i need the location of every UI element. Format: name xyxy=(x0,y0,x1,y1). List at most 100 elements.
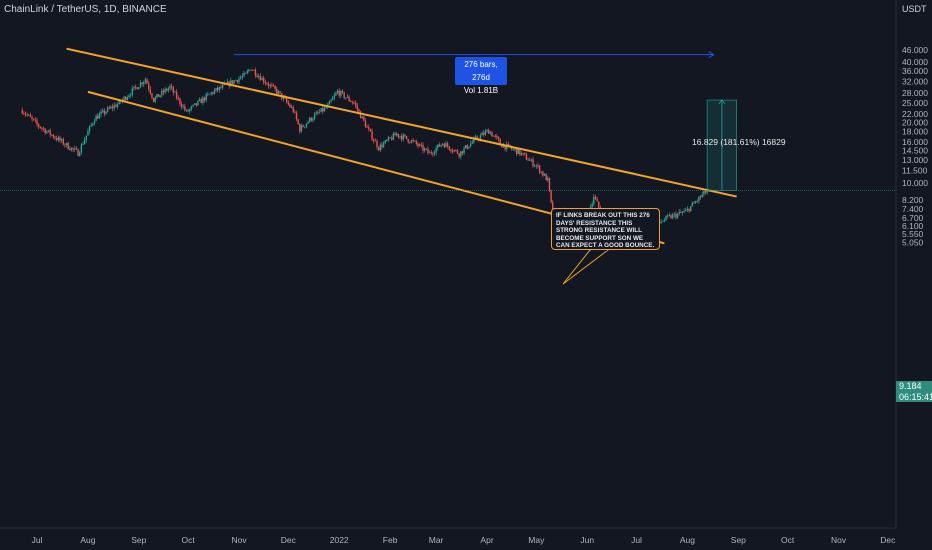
candle-body xyxy=(60,139,63,141)
candle-body xyxy=(272,85,275,87)
candle-body xyxy=(688,208,690,212)
candle xyxy=(95,114,97,122)
candle xyxy=(435,145,437,156)
candle-body xyxy=(598,201,600,208)
candle-body xyxy=(548,177,551,191)
candle-body xyxy=(358,109,360,112)
candle-body xyxy=(699,196,702,198)
x-tick-label: Mar xyxy=(429,535,444,545)
candle-body xyxy=(139,82,142,88)
measure-info-box[interactable]: 276 bars, 276d Vol 1.81B xyxy=(455,57,507,95)
candle xyxy=(292,105,294,114)
candle xyxy=(445,140,447,148)
candle-body xyxy=(331,97,334,101)
candle xyxy=(24,111,27,117)
candle xyxy=(397,133,400,139)
candle-body xyxy=(530,159,533,161)
candle-body xyxy=(110,106,112,109)
candle xyxy=(331,95,334,101)
candle xyxy=(60,137,63,143)
candle-body xyxy=(394,133,396,136)
candle xyxy=(402,132,404,142)
candle xyxy=(103,108,106,117)
candle-body xyxy=(384,140,386,144)
candle-body xyxy=(381,144,383,148)
candle xyxy=(262,75,265,85)
candle-body xyxy=(111,106,114,109)
candle xyxy=(598,201,600,210)
candle-body xyxy=(404,134,406,136)
candle xyxy=(384,139,386,145)
candle-body xyxy=(82,144,84,145)
candle-body xyxy=(83,139,86,145)
candle xyxy=(328,100,331,105)
candle xyxy=(456,149,459,155)
current-price-tag: 9.184 xyxy=(896,381,932,392)
x-tick-label: Feb xyxy=(383,535,398,545)
candle xyxy=(248,68,250,73)
candle xyxy=(297,118,299,125)
candle-body xyxy=(683,210,685,213)
candle-body xyxy=(455,150,457,151)
candle xyxy=(272,83,275,87)
candle-body xyxy=(302,125,304,128)
candle-body xyxy=(308,117,311,122)
candle xyxy=(139,79,142,88)
candle-body xyxy=(131,88,133,96)
candle-body xyxy=(542,171,544,176)
candle-body xyxy=(24,113,27,115)
candle-body xyxy=(72,147,74,150)
candle-body xyxy=(698,196,700,201)
candle xyxy=(537,162,539,169)
candle xyxy=(169,84,171,91)
candle-body xyxy=(166,89,168,91)
candle xyxy=(111,103,114,112)
candle-body xyxy=(417,143,419,146)
candle-body xyxy=(129,95,132,96)
candle xyxy=(264,79,267,86)
candle xyxy=(389,136,391,139)
candle-body xyxy=(70,147,73,151)
candle xyxy=(461,150,464,156)
candle xyxy=(441,142,444,147)
candle xyxy=(70,147,73,152)
candle xyxy=(363,115,365,122)
candle xyxy=(486,129,488,134)
candle-body xyxy=(690,206,692,212)
candle xyxy=(335,91,337,96)
candle xyxy=(208,93,211,95)
candle-body xyxy=(479,135,482,140)
candle xyxy=(338,88,340,98)
candle xyxy=(364,118,367,128)
candle-body xyxy=(497,137,500,140)
callout-note[interactable]: IF LINKS BREAK OUT THIS 276 DAYS' RESIST… xyxy=(551,208,660,250)
candle xyxy=(427,146,429,156)
candle-body xyxy=(484,131,487,135)
candle xyxy=(271,82,273,88)
candle-body xyxy=(660,222,662,223)
candle xyxy=(497,136,500,142)
candle-body xyxy=(313,114,316,119)
candle-body xyxy=(102,110,104,112)
y-tick-label: 5.550 xyxy=(902,229,924,239)
currency-label: USDT xyxy=(902,4,927,14)
x-tick-label: Oct xyxy=(181,535,195,545)
candle-body xyxy=(177,98,179,99)
candle xyxy=(154,95,156,104)
candle xyxy=(42,126,45,132)
candle-body xyxy=(287,102,290,105)
candle-body xyxy=(345,97,347,99)
candle xyxy=(458,153,460,159)
candle-body xyxy=(593,196,595,205)
candle-body xyxy=(369,129,372,132)
candle xyxy=(660,219,662,224)
x-tick-label: Sep xyxy=(131,535,146,545)
candle xyxy=(693,200,695,204)
candle xyxy=(453,149,455,153)
candle xyxy=(405,135,408,140)
candle-body xyxy=(696,200,698,202)
candle xyxy=(210,91,212,96)
candle xyxy=(494,134,496,139)
candle-body xyxy=(524,153,526,155)
candle xyxy=(527,157,529,161)
